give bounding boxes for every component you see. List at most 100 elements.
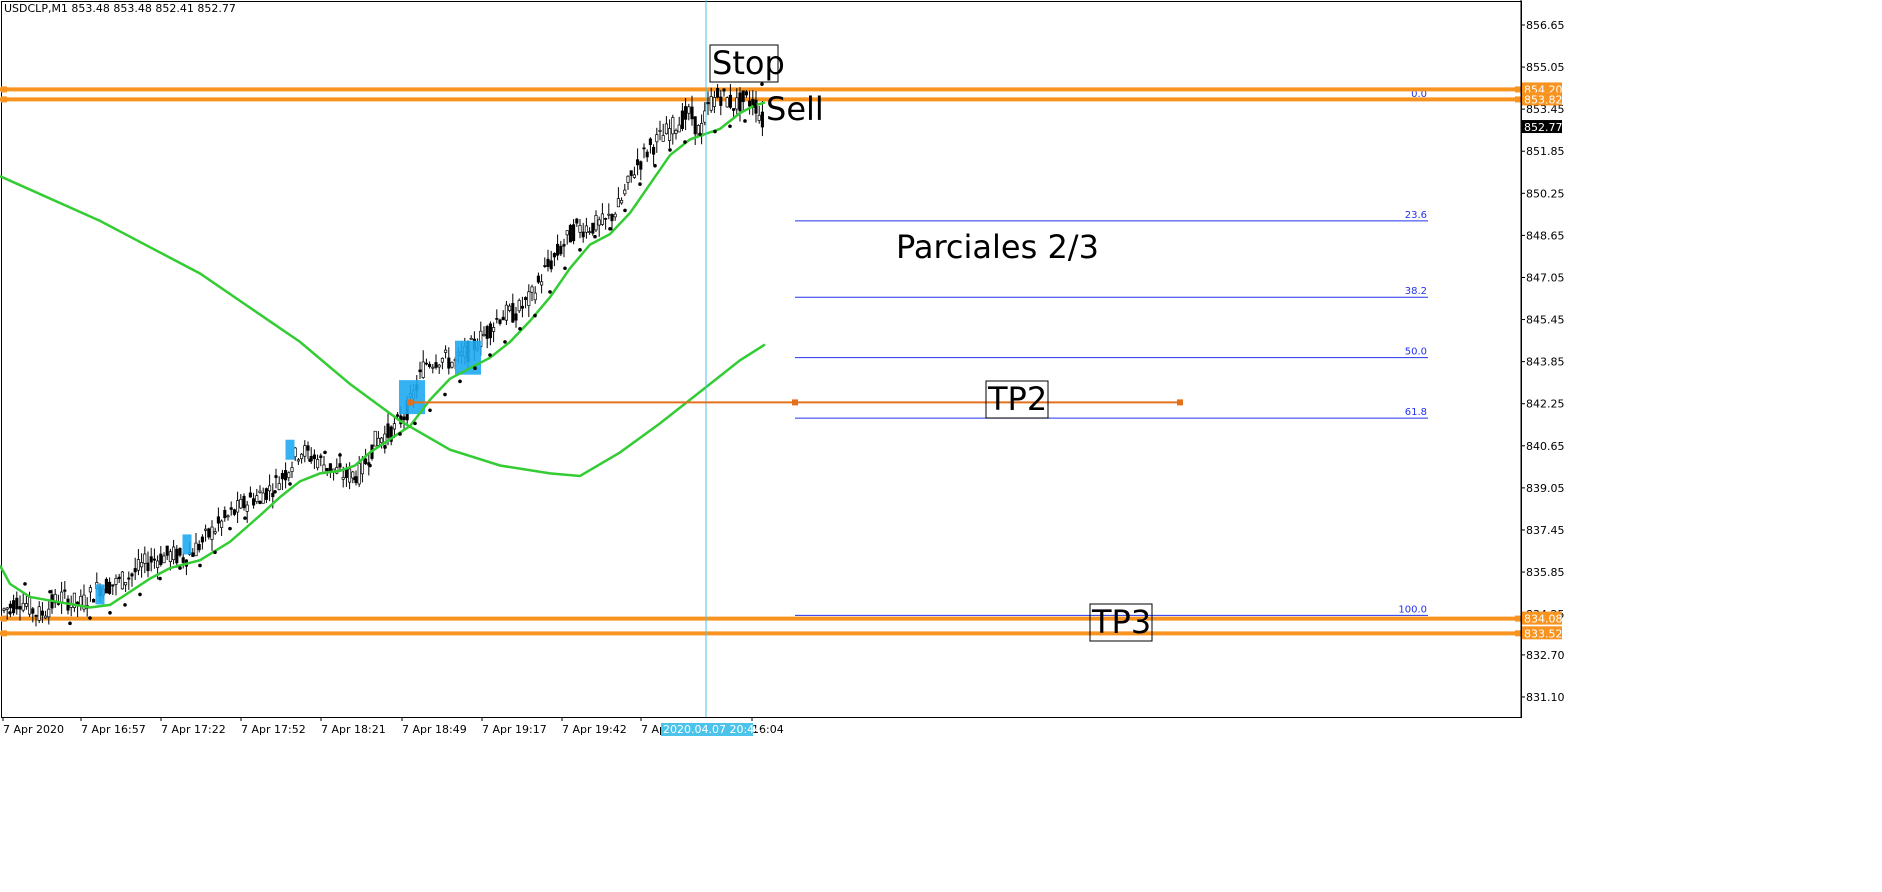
psar-dot — [158, 576, 162, 581]
candle-body — [104, 578, 108, 594]
line-handle[interactable] — [1177, 399, 1183, 406]
psar-dot — [323, 450, 327, 455]
line-handle[interactable] — [1515, 96, 1521, 103]
candle-body — [191, 552, 195, 557]
candle-body — [248, 492, 252, 498]
candle-body — [34, 615, 38, 617]
tp2-label-box[interactable] — [985, 380, 1049, 419]
candle-body — [597, 219, 601, 226]
candle-body — [588, 231, 592, 233]
y-tick-label: 839.05 — [1526, 482, 1565, 495]
candle-body — [316, 459, 320, 469]
fib-level-label: 50.0 — [1405, 347, 1427, 358]
candle-body — [325, 467, 329, 472]
candle-body — [200, 536, 204, 543]
candle-body — [642, 147, 646, 150]
candle-body — [348, 468, 352, 483]
line-handle[interactable] — [1, 630, 7, 637]
candle-body — [501, 316, 505, 321]
candle-body — [709, 96, 713, 111]
candle-body — [159, 553, 163, 565]
psar-dot — [753, 103, 757, 108]
candle-body — [668, 128, 672, 141]
candle-body — [504, 304, 508, 321]
candle-body — [636, 159, 640, 166]
candle-body — [44, 615, 48, 619]
line-handle[interactable] — [1515, 615, 1521, 622]
stop-label-box[interactable] — [709, 44, 779, 83]
candle-body — [421, 361, 425, 378]
y-tick-label: 843.85 — [1526, 356, 1565, 369]
candle-body — [2, 608, 6, 611]
x-tick-label: 7 Ap — [641, 723, 666, 736]
candle-body — [364, 458, 368, 465]
line-handle[interactable] — [407, 399, 413, 406]
candle-body — [722, 88, 726, 92]
candle-body — [623, 189, 627, 195]
candle-body — [213, 531, 217, 534]
psar-dot — [213, 550, 217, 555]
psar-dot — [608, 227, 612, 231]
candle-body — [725, 97, 729, 108]
y-tick-label: 835.85 — [1526, 566, 1565, 579]
psar-dot — [698, 132, 702, 136]
signal-box — [182, 534, 192, 555]
candle-body — [492, 327, 496, 332]
price-tag-label: 833.52 — [1524, 627, 1563, 640]
candle-body — [338, 463, 342, 468]
x-tick-label: 7 Apr 17:52 — [241, 723, 306, 736]
candle-body — [396, 414, 400, 417]
candle-body — [520, 305, 524, 309]
psar-dot — [123, 603, 127, 607]
psar-dot — [178, 566, 182, 570]
candle-body — [300, 453, 304, 460]
fib-level-label: 23.6 — [1405, 210, 1427, 221]
y-tick-label: 847.05 — [1526, 271, 1565, 284]
psar-dot — [518, 326, 522, 331]
candle-body — [527, 291, 531, 306]
candle-body — [706, 102, 710, 105]
candle-body — [111, 584, 115, 587]
candle-body — [677, 124, 681, 133]
psar-dot — [653, 163, 657, 168]
line-handle[interactable] — [792, 399, 798, 406]
candle-body — [264, 488, 268, 500]
line-handle[interactable] — [1515, 630, 1521, 637]
candle-body — [757, 114, 761, 121]
candle-body — [37, 606, 41, 621]
price-tag — [1522, 626, 1562, 640]
candle-body — [380, 437, 384, 444]
candle-body — [524, 297, 528, 300]
crosshair-time-tag — [661, 723, 753, 736]
candle-body — [639, 161, 643, 170]
candle-body — [680, 110, 684, 129]
line-handle[interactable] — [1, 86, 7, 93]
candle-body — [5, 607, 9, 610]
candle-body — [120, 571, 124, 590]
candle-body — [287, 472, 291, 478]
candle-body — [530, 286, 534, 293]
tp3-label-box[interactable] — [1089, 603, 1153, 642]
psar-dot — [228, 526, 232, 531]
candle-body — [18, 606, 22, 610]
candle-body — [12, 600, 16, 614]
psar-dot — [48, 589, 52, 594]
candle-body — [127, 577, 131, 580]
price-tag — [1522, 92, 1562, 106]
line-handle[interactable] — [1, 96, 7, 103]
candle-body — [604, 218, 608, 220]
candle-body — [140, 562, 144, 568]
candle-body — [296, 459, 300, 462]
candle-body — [626, 175, 630, 183]
line-handle[interactable] — [1515, 86, 1521, 93]
candle-body — [181, 557, 185, 563]
x-tick-label: 7 Apr 18:21 — [321, 723, 386, 736]
y-tick-label: 855.05 — [1526, 61, 1565, 74]
psar-dot — [413, 421, 417, 426]
candle-body — [210, 526, 214, 540]
y-tick-label: 848.65 — [1526, 229, 1565, 242]
candle-body — [674, 129, 678, 134]
line-handle[interactable] — [1, 615, 7, 622]
